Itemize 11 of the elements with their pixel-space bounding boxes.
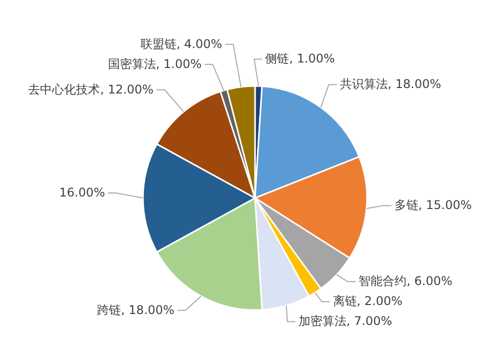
slice-label: 跨链, 18.00% [97, 302, 174, 317]
slice-label: 共识算法, 18.00% [340, 77, 442, 92]
slice-label: 加密算法, 7.00% [298, 314, 392, 328]
slice-label: 去中心化技术, 12.00% [28, 82, 154, 96]
slice-label: 联盟链, 4.00% [140, 36, 222, 51]
slice-label: 国密算法, 1.00% [108, 56, 202, 71]
slice-label: 智能合约, 6.00% [358, 274, 452, 288]
slice-label: 离链, 2.00% [332, 294, 403, 308]
slice-label: 多链, 15.00% [394, 198, 472, 212]
slice-label: 侧链, 1.00% [265, 52, 335, 66]
data-label: 16.00% [59, 186, 105, 200]
